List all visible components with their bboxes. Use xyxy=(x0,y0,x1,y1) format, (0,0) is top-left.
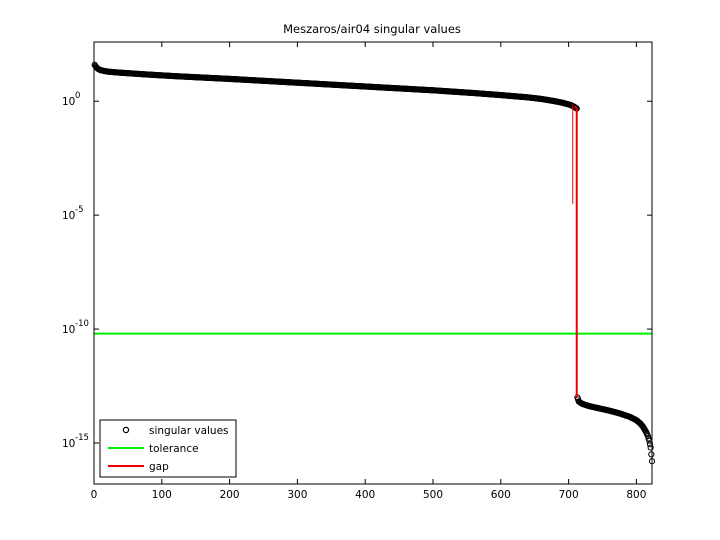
legend-label: tolerance xyxy=(149,443,199,455)
x-tick-label: 100 xyxy=(152,489,172,501)
legend: singular values tolerance gap xyxy=(99,419,237,478)
singular-values-series xyxy=(91,61,656,465)
y-tick-base: 10 xyxy=(62,210,75,222)
chart-title: Meszaros/air04 singular values xyxy=(283,22,461,36)
legend-label: singular values xyxy=(149,425,229,437)
x-tick-label: 800 xyxy=(626,489,646,501)
y-tick-exponent: -10 xyxy=(75,319,89,329)
x-tick-label: 700 xyxy=(559,489,579,501)
y-tick-label: 10 -5 xyxy=(62,205,83,222)
y-tick-exponent: -5 xyxy=(75,205,83,215)
y-tick-label: 10 -10 xyxy=(62,319,89,336)
legend-marker xyxy=(122,426,130,434)
y-tick-exponent: 0 xyxy=(75,91,80,101)
legend-label: gap xyxy=(149,461,169,473)
x-tick-label: 300 xyxy=(287,489,307,501)
y-tick-base: 10 xyxy=(62,96,75,108)
singular-value-point xyxy=(646,441,654,448)
singular-value-point xyxy=(647,444,654,451)
gap-line-cap xyxy=(573,105,578,110)
x-tick-label: 500 xyxy=(423,489,443,501)
x-tick-label: 0 xyxy=(91,489,98,501)
y-tick-exponent: -15 xyxy=(75,433,89,443)
axes-frame xyxy=(93,41,653,485)
y-tick-label: 10 0 xyxy=(62,91,80,108)
y-tick-base: 10 xyxy=(62,324,75,336)
x-tick-label: 200 xyxy=(220,489,240,501)
x-tick-label: 600 xyxy=(491,489,511,501)
x-tick-label: 400 xyxy=(355,489,375,501)
y-tick-label: 10 -15 xyxy=(62,433,89,450)
singular-value-point xyxy=(648,451,655,458)
y-tick-base: 10 xyxy=(62,438,75,450)
